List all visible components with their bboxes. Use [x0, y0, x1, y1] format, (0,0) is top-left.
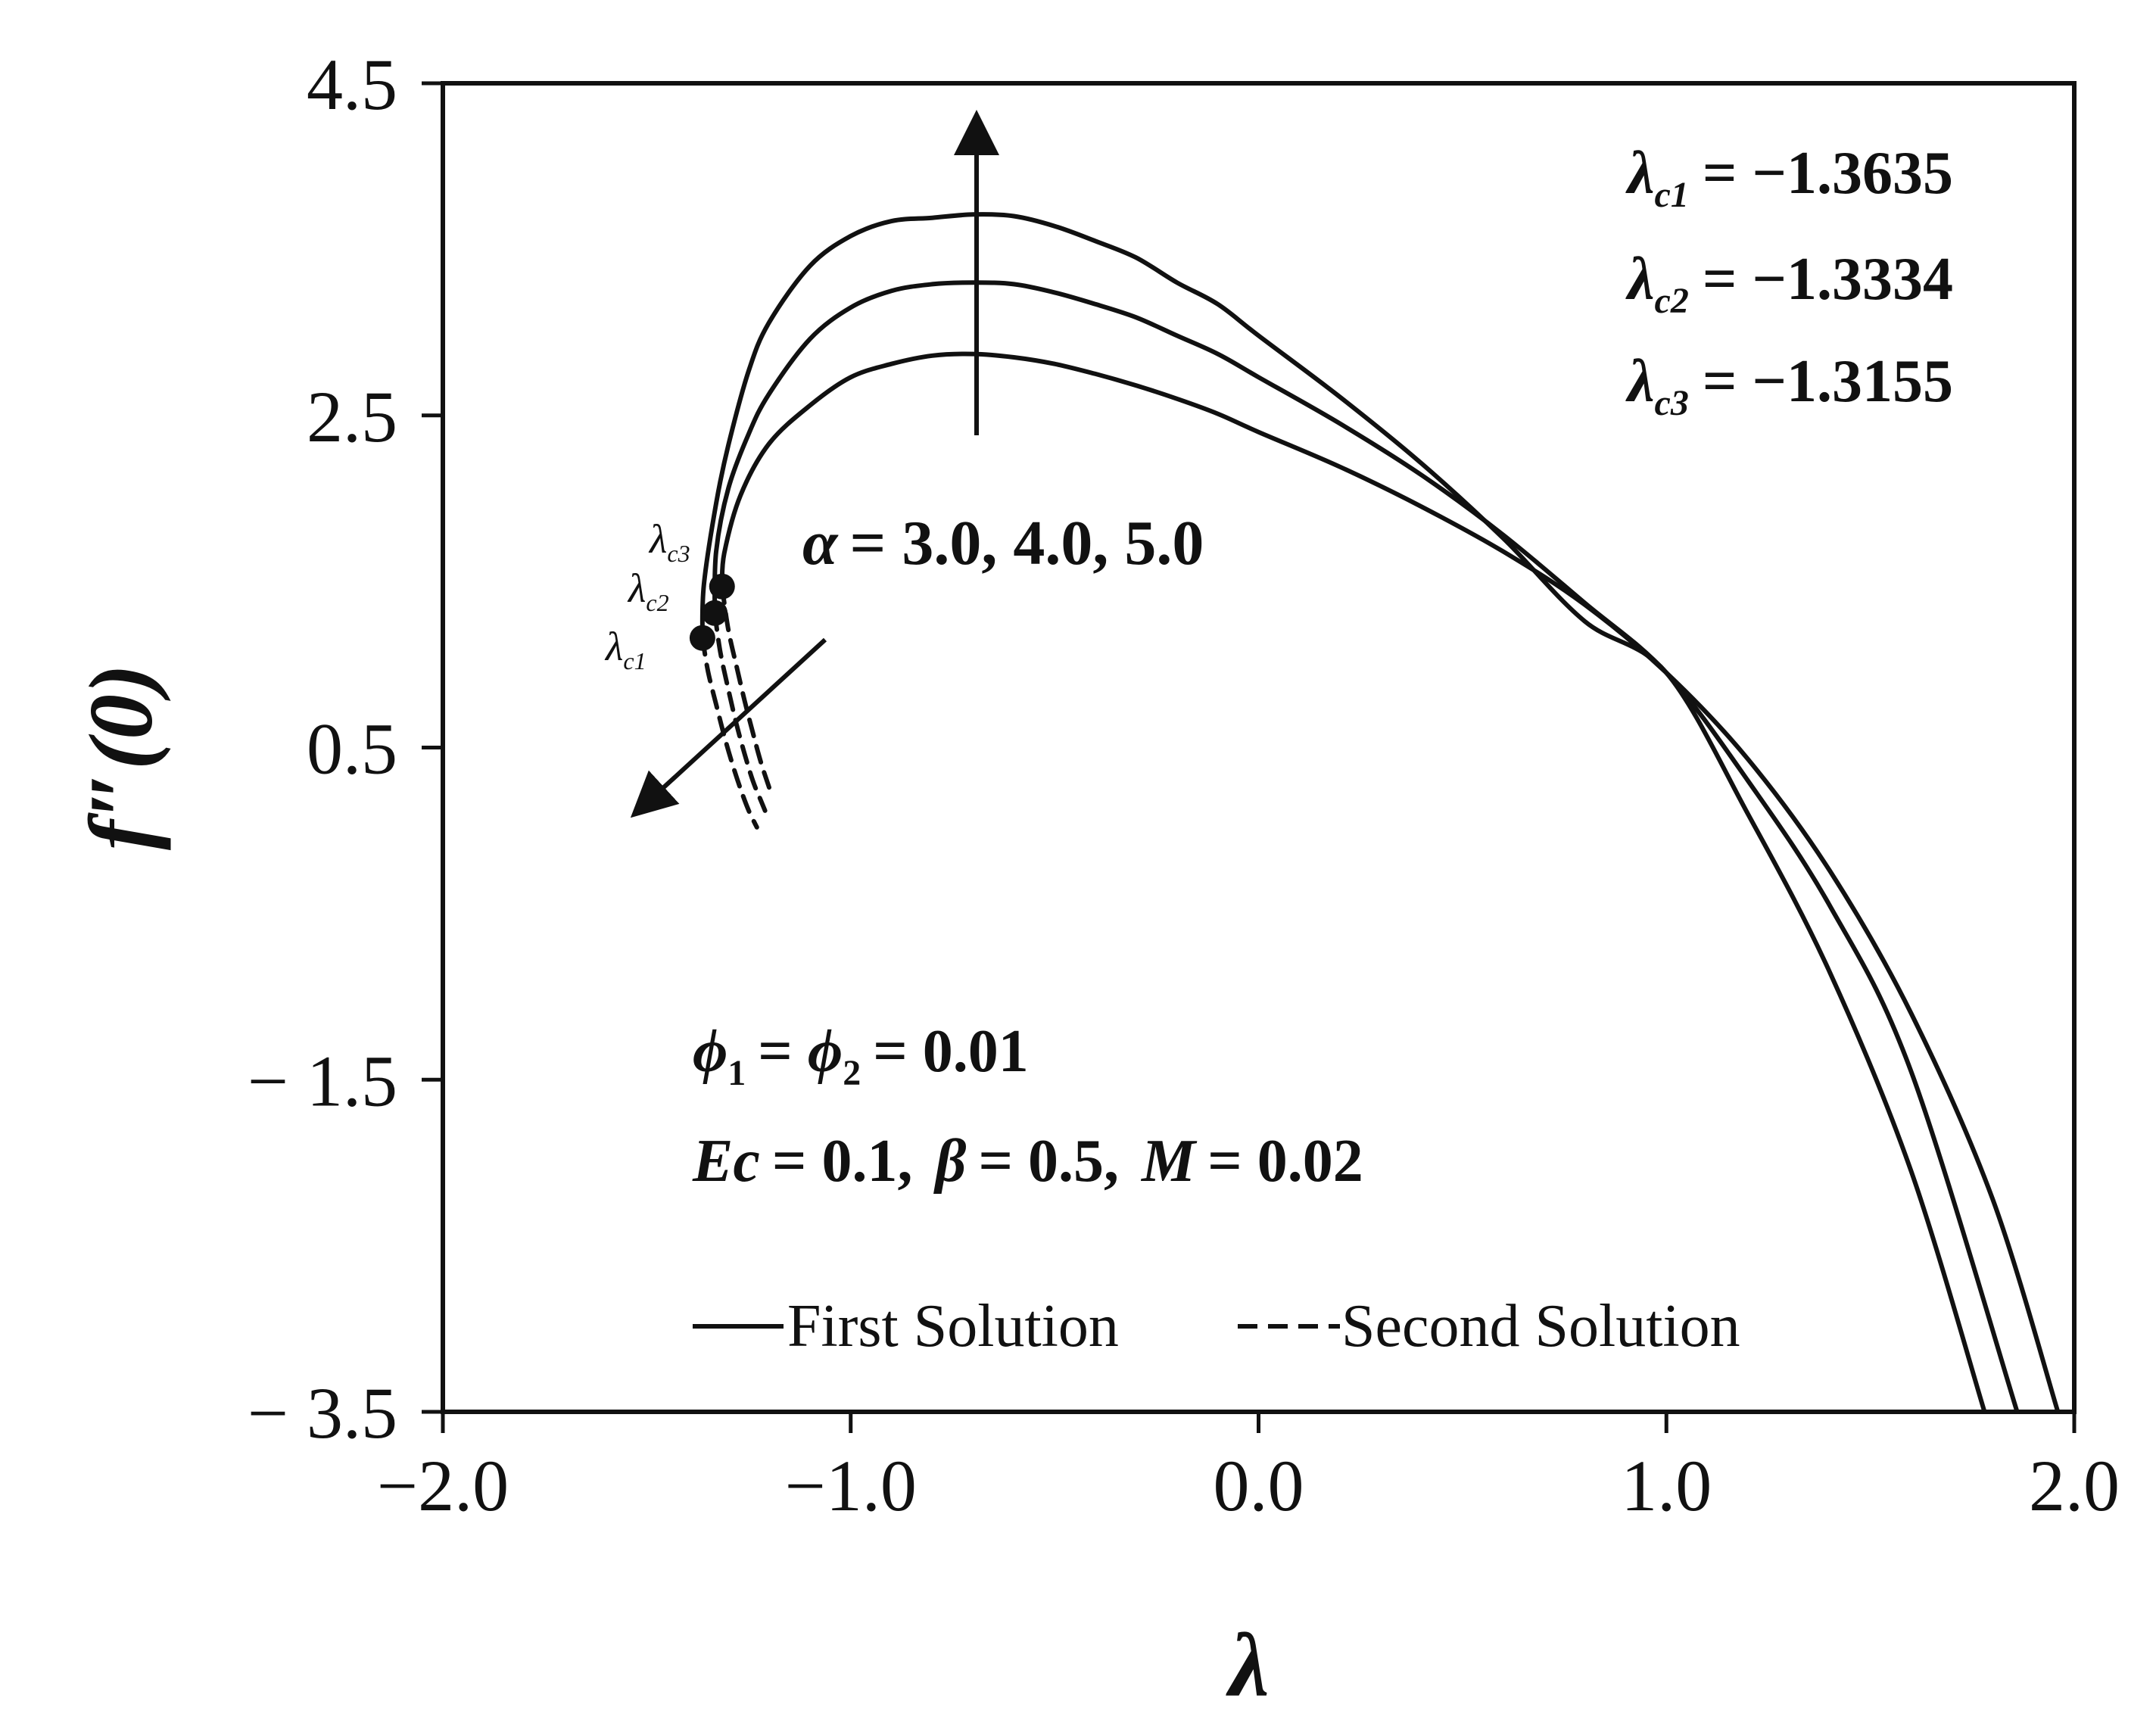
critical-value-3: λc3 = −1.3155: [1625, 348, 1953, 423]
point-label-c1: λc1: [604, 624, 646, 675]
phi-annotation: ϕ1 = ϕ2 = 0.01: [693, 1018, 1029, 1093]
axis-ticks: [422, 81, 2077, 1433]
y-tick-labels: − 3.5 − 1.5 0.5 2.5 4.5: [248, 44, 397, 1453]
y-tick-label: 2.5: [307, 376, 397, 457]
point-label-c2: λc2: [627, 565, 669, 616]
alpha-annotation: α = 3.0, 4.0, 5.0: [802, 508, 1204, 578]
point-labels: λc3 λc2 λc1: [604, 516, 690, 675]
critical-value-1: λc1 = −1.3635: [1625, 140, 1953, 215]
y-tick-label: − 3.5: [248, 1372, 397, 1453]
critical-point-λc2: [702, 600, 728, 626]
legend-second-solution: Second Solution: [1341, 1293, 1740, 1360]
x-axis-title: λ: [1225, 1615, 1269, 1715]
second-solution-curve-2: [712, 610, 768, 813]
x-tick-label: 0.0: [1214, 1445, 1304, 1526]
x-tick-labels: −2.0 −1.0 0.0 1.0 2.0: [377, 1445, 2120, 1526]
first-solution-curve-2: [712, 280, 2020, 1414]
x-tick-label: 2.0: [2029, 1445, 2120, 1526]
x-tick-label: −1.0: [785, 1445, 917, 1526]
y-tick-label: 4.5: [307, 44, 397, 125]
y-tick-label: 0.5: [307, 709, 397, 790]
first-solution-curve-1: [719, 351, 2061, 1414]
second-solution-curve-3: [699, 635, 759, 830]
critical-value-annotations: λc1 = −1.3635 λc2 = −1.3334 λc3 = −1.3155: [1625, 140, 1953, 423]
y-tick-label: − 1.5: [248, 1040, 397, 1121]
second-solution-curve-1: [719, 584, 771, 790]
critical-points: [689, 573, 735, 651]
y-axis-title: f″(0): [70, 664, 171, 850]
legend: First Solution Second Solution: [693, 1293, 1740, 1360]
x-tick-label: 1.0: [1621, 1445, 1712, 1526]
point-label-c3: λc3: [648, 516, 690, 567]
params-annotation: Ec = 0.1, β = 0.5, M = 0.02: [692, 1128, 1363, 1195]
legend-first-solution: First Solution: [787, 1293, 1119, 1360]
curves: [699, 212, 2061, 1414]
critical-point-λc3: [709, 573, 735, 600]
critical-point-λc1: [689, 625, 715, 651]
first-solution-curve-3: [699, 212, 1987, 1414]
x-tick-label: −2.0: [377, 1445, 509, 1526]
critical-value-2: λc2 = −1.3334: [1625, 246, 1953, 321]
alpha-down-arrow: [630, 637, 827, 818]
